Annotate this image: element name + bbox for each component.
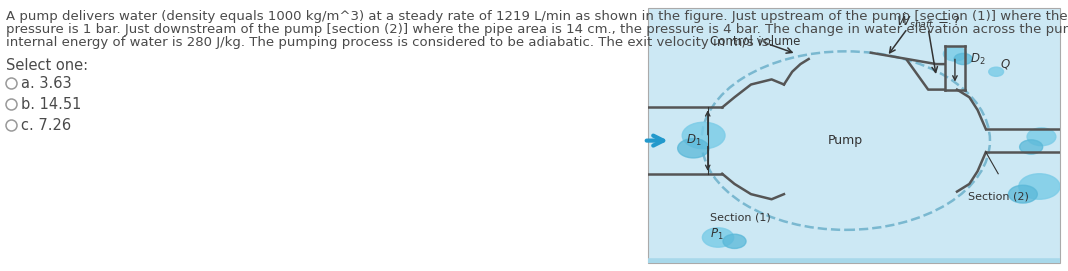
Circle shape <box>678 138 709 158</box>
Text: Section (1): Section (1) <box>710 212 770 222</box>
Text: $Q$: $Q$ <box>1001 57 1011 71</box>
Text: Control volume: Control volume <box>710 35 800 48</box>
Text: a. 3.63: a. 3.63 <box>21 76 72 91</box>
Text: pressure is 1 bar. Just downstream of the pump [section (2)] where the pipe area: pressure is 1 bar. Just downstream of th… <box>6 23 1068 36</box>
Text: $D_1$: $D_1$ <box>686 133 701 148</box>
FancyBboxPatch shape <box>648 8 1061 263</box>
Text: c. 7.26: c. 7.26 <box>21 118 72 133</box>
Text: $\dot{W}_{shaft}$ = ?: $\dot{W}_{shaft}$ = ? <box>896 11 960 30</box>
Circle shape <box>723 234 747 249</box>
Circle shape <box>989 67 1004 76</box>
Text: $P_1$: $P_1$ <box>710 227 723 242</box>
Text: b. 14.51: b. 14.51 <box>21 97 81 112</box>
Circle shape <box>954 53 972 64</box>
Text: A pump delivers water (density equals 1000 kg/m^3) at a steady rate of 1219 L/mi: A pump delivers water (density equals 10… <box>6 10 1068 23</box>
Circle shape <box>682 122 725 149</box>
Circle shape <box>1020 140 1042 154</box>
Text: internal energy of water is 280 J/kg. The pumping process is considered to be ad: internal energy of water is 280 J/kg. Th… <box>6 36 773 49</box>
Text: Section (2): Section (2) <box>968 192 1028 202</box>
Circle shape <box>1019 174 1061 199</box>
Circle shape <box>943 47 967 61</box>
Text: Select one:: Select one: <box>6 58 89 73</box>
Circle shape <box>703 228 734 247</box>
Text: Pump: Pump <box>828 134 863 147</box>
Text: $D_2$: $D_2$ <box>970 51 986 67</box>
Circle shape <box>1027 128 1056 146</box>
Circle shape <box>1008 185 1037 203</box>
